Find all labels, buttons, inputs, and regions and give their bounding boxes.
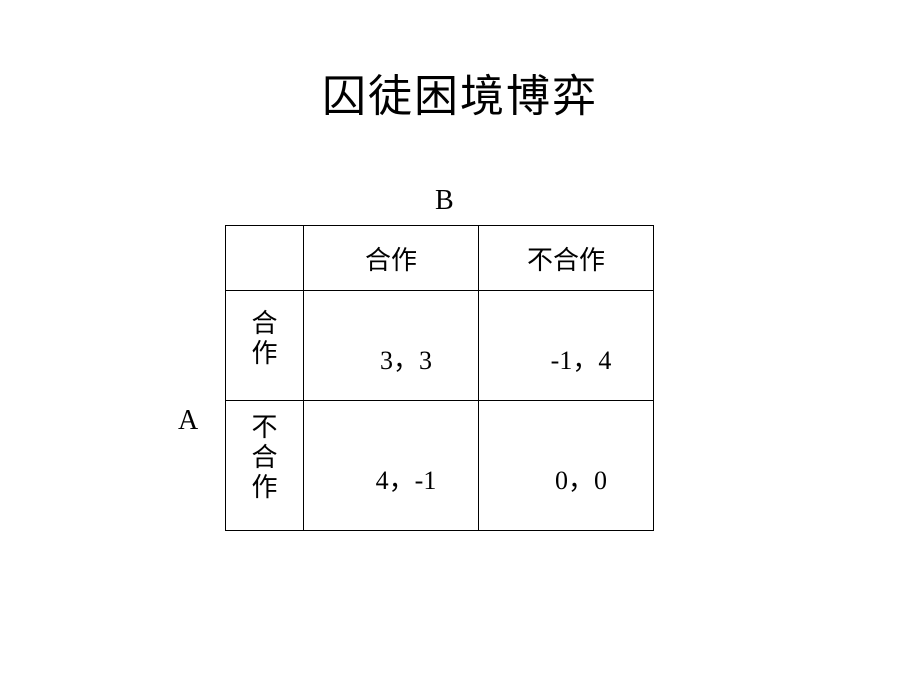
payoff-matrix: 合作 不合作 合作 3，3 -1，4 不合作 4，-1 0，0 (225, 225, 654, 531)
payoff-dc: 4，-1 (304, 401, 479, 531)
col-header-defect: 不合作 (479, 226, 654, 291)
row-defect: 不合作 4，-1 0，0 (226, 401, 654, 531)
slide-title: 囚徒困境博弈 (0, 60, 920, 124)
row-header-defect: 不合作 (226, 401, 304, 531)
slide: 囚徒困境博弈 B A 合作 不合作 合作 3，3 -1，4 不合作 4，-1 0… (0, 0, 920, 690)
col-header-cooperate: 合作 (304, 226, 479, 291)
player-a-label: A (178, 405, 198, 437)
payoff-dd: 0，0 (479, 401, 654, 531)
header-row: 合作 不合作 (226, 226, 654, 291)
row-header-cooperate-text: 合作 (250, 309, 279, 369)
corner-cell (226, 226, 304, 291)
player-b-label: B (435, 185, 454, 217)
row-cooperate: 合作 3，3 -1，4 (226, 291, 654, 401)
row-header-defect-text: 不合作 (250, 413, 279, 503)
payoff-cd: -1，4 (479, 291, 654, 401)
payoff-cc: 3，3 (304, 291, 479, 401)
row-header-cooperate: 合作 (226, 291, 304, 401)
